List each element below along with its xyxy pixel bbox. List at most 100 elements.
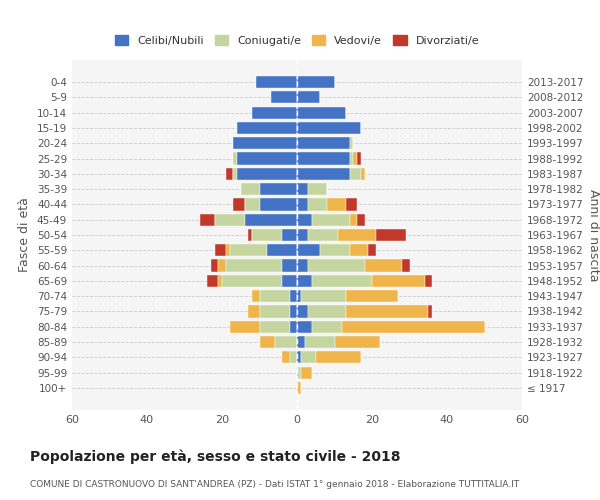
Bar xyxy=(233,152,237,164)
Bar xyxy=(229,244,267,256)
Bar xyxy=(346,198,357,210)
Bar xyxy=(297,260,308,272)
Bar xyxy=(297,91,320,104)
Bar xyxy=(342,320,485,333)
Bar xyxy=(245,214,297,226)
Bar xyxy=(282,229,297,241)
Bar xyxy=(338,229,376,241)
Bar xyxy=(252,229,282,241)
Bar xyxy=(256,76,297,88)
Bar xyxy=(316,352,361,364)
Bar xyxy=(368,244,376,256)
Bar xyxy=(290,320,297,333)
Bar xyxy=(297,106,346,118)
Bar xyxy=(260,183,297,195)
Bar xyxy=(233,198,245,210)
Bar xyxy=(308,229,338,241)
Legend: Celibi/Nubili, Coniugati/e, Vedovi/e, Divorziati/e: Celibi/Nubili, Coniugati/e, Vedovi/e, Di… xyxy=(110,30,484,50)
Bar xyxy=(297,198,308,210)
Bar xyxy=(297,152,349,164)
Bar xyxy=(260,306,290,318)
Bar xyxy=(282,260,297,272)
Bar xyxy=(349,214,357,226)
Bar xyxy=(252,106,297,118)
Bar xyxy=(349,152,353,164)
Bar xyxy=(237,152,297,164)
Bar xyxy=(282,352,290,364)
Bar xyxy=(402,260,409,272)
Bar xyxy=(211,260,218,272)
Bar xyxy=(252,290,260,302)
Bar xyxy=(290,290,297,302)
Bar xyxy=(365,260,402,272)
Y-axis label: Anni di nascita: Anni di nascita xyxy=(587,188,600,281)
Bar xyxy=(305,336,335,348)
Bar xyxy=(312,320,342,333)
Bar xyxy=(237,168,297,180)
Bar xyxy=(267,244,297,256)
Y-axis label: Fasce di età: Fasce di età xyxy=(19,198,31,272)
Bar xyxy=(275,336,297,348)
Bar xyxy=(357,152,361,164)
Bar xyxy=(335,336,380,348)
Bar xyxy=(218,260,226,272)
Bar xyxy=(218,275,222,287)
Bar xyxy=(207,275,218,287)
Bar xyxy=(357,214,365,226)
Bar xyxy=(271,91,297,104)
Bar xyxy=(297,137,349,149)
Text: COMUNE DI CASTRONUOVO DI SANT'ANDREA (PZ) - Dati ISTAT 1° gennaio 2018 - Elabora: COMUNE DI CASTRONUOVO DI SANT'ANDREA (PZ… xyxy=(30,480,519,489)
Bar xyxy=(233,137,297,149)
Text: Popolazione per età, sesso e stato civile - 2018: Popolazione per età, sesso e stato civil… xyxy=(30,450,401,464)
Bar xyxy=(353,152,357,164)
Bar xyxy=(260,336,275,348)
Bar xyxy=(297,122,361,134)
Bar xyxy=(215,214,245,226)
Bar xyxy=(361,168,365,180)
Bar xyxy=(245,198,260,210)
Bar xyxy=(297,336,305,348)
Bar xyxy=(301,290,346,302)
Bar xyxy=(297,168,349,180)
Bar xyxy=(248,229,252,241)
Bar xyxy=(260,198,297,210)
Bar xyxy=(222,275,282,287)
Bar xyxy=(297,183,308,195)
Bar xyxy=(308,260,365,272)
Bar xyxy=(237,122,297,134)
Bar xyxy=(260,290,290,302)
Bar xyxy=(349,168,361,180)
Bar xyxy=(297,275,312,287)
Bar xyxy=(297,306,308,318)
Bar xyxy=(312,214,349,226)
Bar xyxy=(297,352,301,364)
Bar xyxy=(226,244,229,256)
Bar xyxy=(297,76,335,88)
Bar xyxy=(372,275,425,287)
Bar xyxy=(297,244,320,256)
Bar xyxy=(290,352,297,364)
Bar xyxy=(376,229,406,241)
Bar xyxy=(226,168,233,180)
Bar xyxy=(346,306,428,318)
Bar xyxy=(241,183,260,195)
Bar xyxy=(297,229,308,241)
Bar xyxy=(248,306,260,318)
Bar xyxy=(428,306,432,318)
Bar xyxy=(297,320,312,333)
Bar xyxy=(297,382,301,394)
Bar xyxy=(229,320,260,333)
Bar xyxy=(327,198,346,210)
Bar xyxy=(349,137,353,149)
Bar xyxy=(301,352,316,364)
Bar xyxy=(233,168,237,180)
Bar xyxy=(349,244,368,256)
Bar xyxy=(297,214,312,226)
Bar xyxy=(282,275,297,287)
Bar xyxy=(199,214,215,226)
Bar xyxy=(308,306,346,318)
Bar xyxy=(308,183,327,195)
Bar xyxy=(308,198,327,210)
Bar xyxy=(297,290,301,302)
Bar xyxy=(320,244,349,256)
